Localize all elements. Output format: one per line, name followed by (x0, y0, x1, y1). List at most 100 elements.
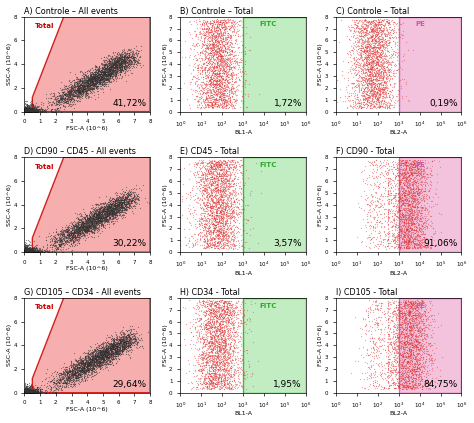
Point (119, 343, 127, 349)
Point (85, 225, 93, 232)
Point (207, 372, 214, 379)
Point (391, 218, 398, 225)
Point (214, 332, 221, 338)
Point (129, 53, 137, 60)
Point (224, 209, 232, 216)
Point (101, 346, 109, 353)
Point (54, 89, 62, 96)
Point (198, 326, 206, 333)
Point (391, 39, 399, 46)
Point (27, 248, 35, 255)
Point (109, 67, 116, 74)
Point (381, 347, 388, 354)
Point (21, 106, 28, 113)
Point (93, 84, 100, 91)
Point (100, 69, 108, 76)
Point (221, 170, 229, 177)
Point (225, 203, 232, 209)
Point (411, 381, 419, 388)
Point (117, 348, 124, 355)
Point (95, 352, 102, 359)
Point (413, 214, 420, 221)
Point (406, 208, 413, 214)
Point (100, 351, 108, 357)
Point (382, 16, 390, 23)
Point (23, 249, 30, 255)
Point (92, 223, 100, 230)
Point (421, 324, 428, 331)
Point (51, 232, 58, 239)
Point (395, 234, 403, 241)
Point (26, 242, 34, 248)
Point (223, 48, 231, 55)
Point (70, 380, 77, 387)
Point (112, 198, 120, 205)
Point (392, 310, 400, 317)
Point (413, 314, 421, 321)
Point (78, 371, 86, 378)
Point (377, 103, 384, 110)
Point (26, 107, 33, 113)
Point (95, 66, 102, 73)
Point (61, 371, 69, 377)
Point (231, 32, 238, 38)
Text: F) CD90 - Total: F) CD90 - Total (336, 148, 394, 157)
Point (217, 349, 224, 356)
Point (70, 234, 78, 241)
Point (75, 86, 82, 93)
Point (64, 232, 71, 239)
Point (121, 195, 129, 201)
Point (202, 364, 210, 371)
Point (80, 223, 88, 230)
Point (379, 41, 387, 48)
Point (84, 78, 92, 85)
Point (71, 374, 78, 381)
Point (363, 62, 371, 69)
Point (406, 305, 413, 311)
Point (83, 363, 91, 370)
Point (117, 54, 125, 60)
Point (220, 91, 228, 97)
Point (400, 200, 407, 207)
Point (214, 174, 222, 181)
Point (59, 371, 67, 378)
Point (392, 202, 400, 209)
Point (79, 360, 87, 367)
Point (404, 183, 412, 190)
Point (202, 228, 210, 235)
Point (219, 103, 226, 110)
Point (210, 224, 217, 231)
Point (204, 346, 212, 353)
Point (73, 369, 81, 376)
Point (93, 78, 101, 85)
Point (107, 62, 114, 69)
Point (221, 222, 228, 228)
Point (195, 94, 203, 101)
Point (25, 245, 32, 252)
Point (210, 96, 218, 102)
Point (130, 326, 137, 333)
Point (33, 104, 40, 111)
Point (101, 67, 109, 74)
Point (200, 335, 207, 342)
Point (67, 363, 74, 370)
Point (220, 210, 228, 217)
Point (402, 243, 410, 250)
Point (345, 93, 352, 100)
Point (415, 180, 422, 187)
Point (76, 90, 83, 97)
Point (210, 44, 218, 51)
Point (403, 212, 411, 219)
Point (404, 210, 411, 217)
Point (31, 102, 38, 109)
Point (384, 196, 392, 203)
Point (214, 24, 222, 31)
Point (88, 87, 96, 93)
Point (25, 388, 32, 395)
Point (121, 198, 128, 205)
Point (72, 227, 80, 234)
Point (214, 81, 221, 88)
Point (89, 353, 96, 360)
Point (116, 196, 124, 203)
Point (119, 337, 127, 343)
